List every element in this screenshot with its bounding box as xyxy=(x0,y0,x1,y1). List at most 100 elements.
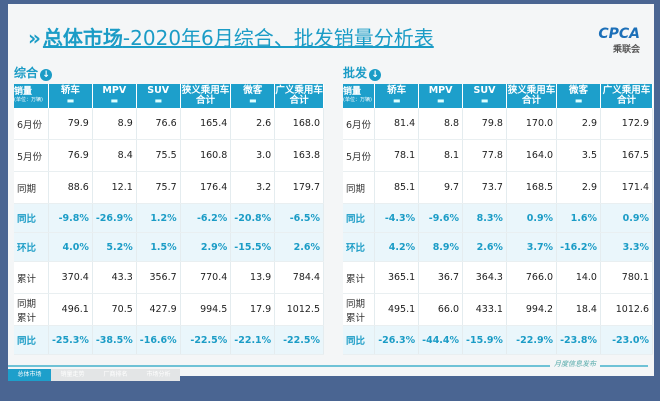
cell-value: 168.5 xyxy=(506,171,558,204)
cell-value: 18.4 xyxy=(556,293,601,326)
cell-value: 78.1 xyxy=(374,139,420,172)
column-header: SUV ▬ xyxy=(136,84,181,108)
table-zonghe: 销量 (单位：万辆) 轿车 ▬ MPV ▬ SUV ▬ 狭义乘用车合计 微客 ▬ 广义乘用车合计 6月份… xyxy=(14,84,324,355)
cell-value: -26.9% xyxy=(92,203,137,233)
tab-trend[interactable]: 销量走势 xyxy=(51,369,94,381)
table-row: 同期累计 495.1 66.0 433.1 994.2 18.4 1012.6 xyxy=(343,293,654,326)
cell-value: 13.9 xyxy=(230,261,276,294)
cell-value: 2.6% xyxy=(274,232,324,262)
row-label: 环比 xyxy=(343,232,376,262)
car-icon: ▬ xyxy=(480,95,489,105)
cell-value: 176.4 xyxy=(180,171,232,204)
cell-value: 3.7% xyxy=(506,232,558,262)
cell-value: -22.5% xyxy=(274,325,324,355)
cell-value: 81.4 xyxy=(374,108,420,140)
cell-value: -22.1% xyxy=(230,325,276,355)
cell-value: -22.9% xyxy=(506,325,558,355)
cell-value: -9.8% xyxy=(48,203,93,233)
cell-value: 75.5 xyxy=(136,139,181,172)
column-header: MPV ▬ xyxy=(418,84,464,108)
tab-ranking[interactable]: 厂商排名 xyxy=(94,369,137,381)
column-header: 狭义乘用车合计 xyxy=(180,84,232,108)
cell-value: 17.9 xyxy=(230,293,276,326)
table-row: 同比 -9.8% -26.9% 1.2% -6.2% -20.8% -6.5% xyxy=(14,203,324,233)
cell-value: 2.6% xyxy=(462,232,507,262)
car-icon: ▬ xyxy=(154,95,162,105)
cell-value: 0.9% xyxy=(600,203,654,233)
cell-value: 9.7 xyxy=(418,171,464,204)
cell-value: 495.1 xyxy=(374,293,420,326)
cell-value: 2.9 xyxy=(556,171,601,204)
cell-value: 167.5 xyxy=(600,139,654,172)
header-row: 销量 (单位：万辆) 轿车 ▬ MPV ▬ SUV ▬ 狭义乘用车合计 微客 ▬ 广义乘用车合计 xyxy=(14,84,324,108)
cell-value: 496.1 xyxy=(48,293,93,326)
car-icon: ▬ xyxy=(110,95,119,105)
cell-value: 170.0 xyxy=(506,108,558,140)
cell-value: -23.0% xyxy=(600,325,654,355)
table-row: 同比 -25.3% -38.5% -16.6% -22.5% -22.1% -22.5% xyxy=(14,325,324,355)
cell-value: 770.4 xyxy=(180,261,232,294)
cell-value: 427.9 xyxy=(136,293,181,326)
cell-value: 1.6% xyxy=(556,203,601,233)
cpca-logo: CPCA 乘联会 xyxy=(598,26,640,55)
table-row: 累计 370.4 43.3 356.7 770.4 13.9 784.4 xyxy=(14,261,324,294)
cell-value: -44.4% xyxy=(418,325,464,355)
cell-value: 70.5 xyxy=(92,293,137,326)
cell-value: 3.2 xyxy=(230,171,276,204)
cell-value: 364.3 xyxy=(462,261,507,294)
footer-note: 月度信息发布 xyxy=(550,359,600,369)
car-icon: ▬ xyxy=(66,95,75,105)
table-row: 同期 88.6 12.1 75.7 176.4 3.2 179.7 xyxy=(14,171,324,204)
chevron-icon: » xyxy=(28,26,41,50)
column-header: 狭义乘用车合计 xyxy=(506,84,558,108)
cell-value: 8.4 xyxy=(92,139,137,172)
cell-value: 85.1 xyxy=(374,171,420,204)
section-title: 综合 xyxy=(14,66,39,80)
tab-analysis[interactable]: 市场分析 xyxy=(137,369,180,381)
cell-value: 79.8 xyxy=(462,108,507,140)
cell-value: 433.1 xyxy=(462,293,507,326)
table-row: 同比 -26.3% -44.4% -15.9% -22.9% -23.8% -23.0% xyxy=(343,325,654,355)
table-row: 同期 85.1 9.7 73.7 168.5 2.9 171.4 xyxy=(343,171,654,204)
row-label: 环比 xyxy=(14,232,49,262)
table-row: 同比 -4.3% -9.6% 8.3% 0.9% 1.6% 0.9% xyxy=(343,203,654,233)
car-icon: ▬ xyxy=(436,95,445,105)
cell-value: 76.6 xyxy=(136,108,181,140)
cell-value: 77.8 xyxy=(462,139,507,172)
row-label: 同比 xyxy=(343,203,376,233)
table-row: 环比 4.0% 5.2% 1.5% 2.9% -15.5% 2.6% xyxy=(14,232,324,262)
cell-value: 370.4 xyxy=(48,261,93,294)
row-label: 同期 xyxy=(343,171,376,204)
title-main: 总体市场 xyxy=(42,26,123,50)
row-label: 5月份 xyxy=(343,139,376,172)
cell-value: -26.3% xyxy=(374,325,420,355)
cell-value: 73.7 xyxy=(462,171,507,204)
cell-value: 766.0 xyxy=(506,261,558,294)
cell-value: 43.3 xyxy=(92,261,137,294)
tab-overall[interactable]: 总体市场 xyxy=(8,369,51,381)
cell-value: 356.7 xyxy=(136,261,181,294)
cell-value: 14.0 xyxy=(556,261,601,294)
column-header: 轿车 ▬ xyxy=(374,84,420,108)
cell-value: 8.9% xyxy=(418,232,464,262)
cell-value: 168.0 xyxy=(274,108,324,140)
row-label: 同比 xyxy=(14,325,49,355)
cell-value: 171.4 xyxy=(600,171,654,204)
cell-value: -6.5% xyxy=(274,203,324,233)
cell-value: 994.2 xyxy=(506,293,558,326)
column-header: 广义乘用车合计 xyxy=(274,84,324,108)
cell-value: -20.8% xyxy=(230,203,276,233)
cell-value: -16.2% xyxy=(556,232,601,262)
column-header: 广义乘用车合计 xyxy=(600,84,654,108)
table-row: 5月份 76.9 8.4 75.5 160.8 3.0 163.8 xyxy=(14,139,324,172)
cell-value: 172.9 xyxy=(600,108,654,140)
cell-value: 88.6 xyxy=(48,171,93,204)
cell-value: -16.6% xyxy=(136,325,181,355)
table-row: 6月份 79.9 8.9 76.6 165.4 2.6 168.0 xyxy=(14,108,324,140)
cell-value: 8.9 xyxy=(92,108,137,140)
row-label: 5月份 xyxy=(14,139,49,172)
cell-value: -23.8% xyxy=(556,325,601,355)
column-header: 微客 ▬ xyxy=(556,84,601,108)
row-label: 同期 xyxy=(14,171,49,204)
column-header: 轿车 ▬ xyxy=(48,84,93,108)
